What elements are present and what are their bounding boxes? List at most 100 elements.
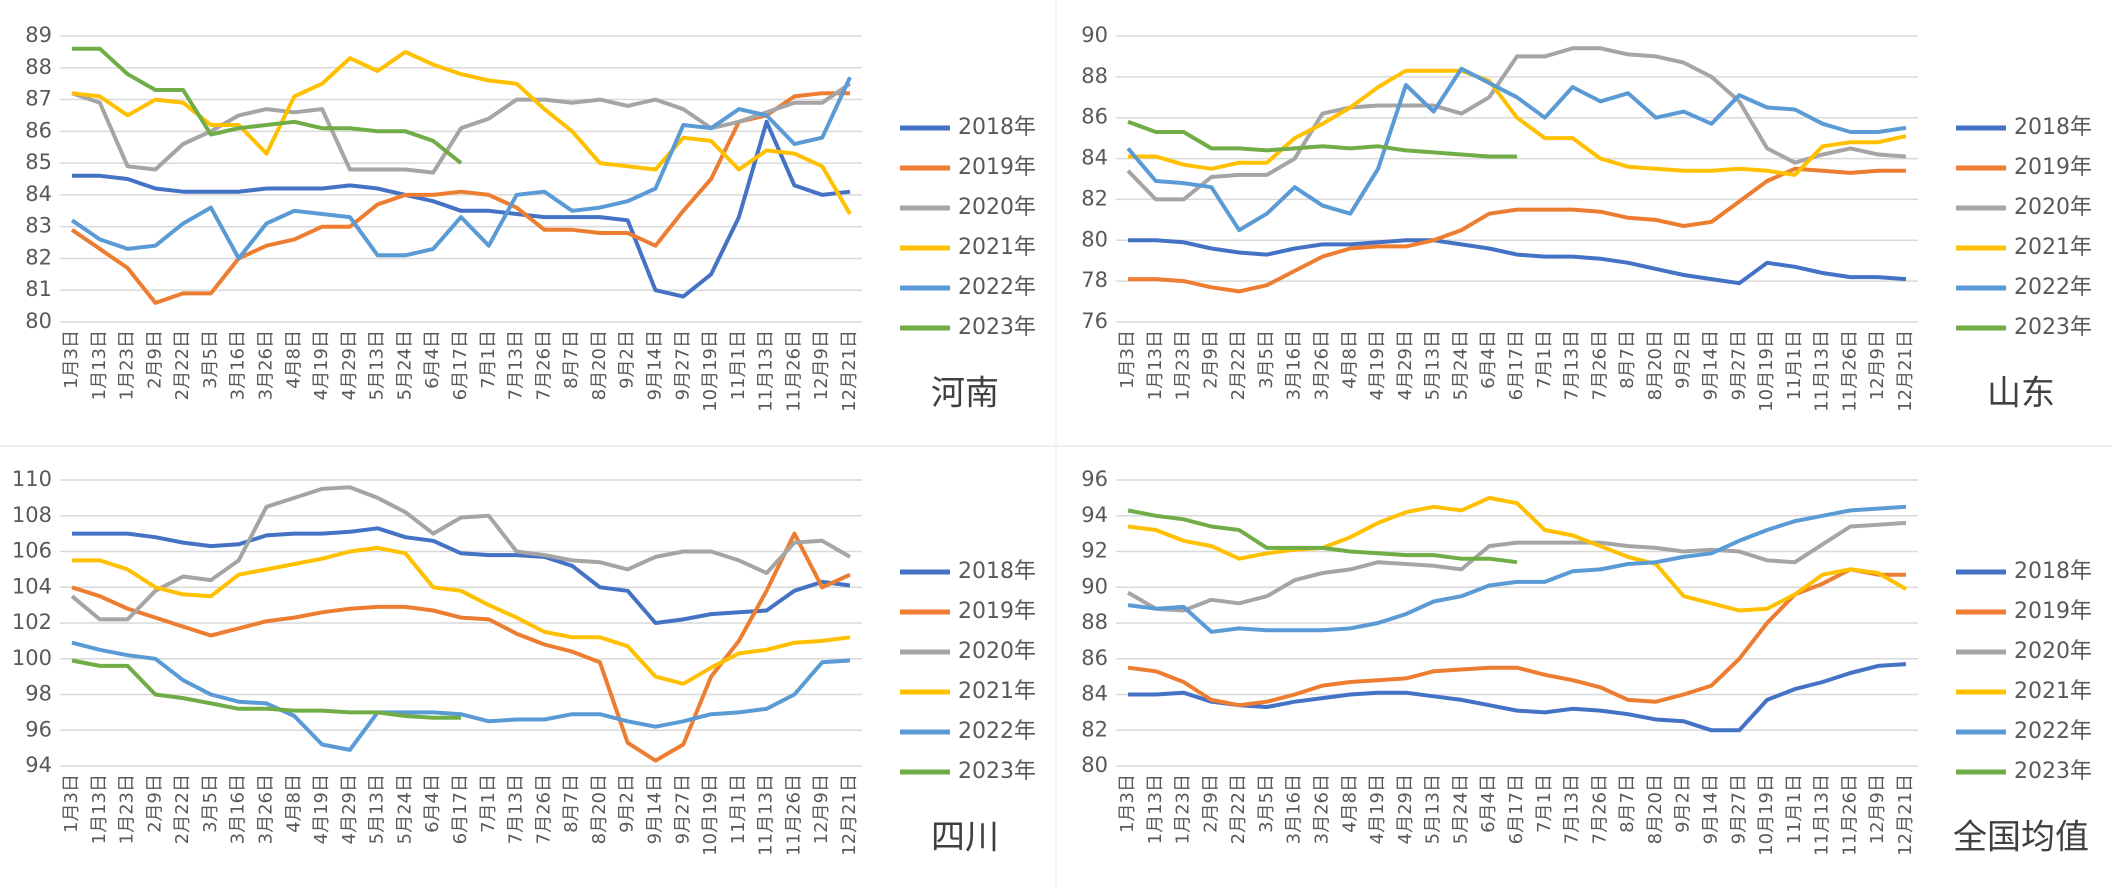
series-line — [72, 545, 851, 686]
chart-panel: 80 82 84 86 88 90 92 94 96 1月3日 1月13日 1月23日 2月9日 2月22… — [1081, 467, 2092, 858]
x-tick-label: 4月29日 — [1395, 330, 1416, 400]
series-line — [70, 485, 852, 622]
y-tick-label: 98 — [25, 682, 52, 706]
y-tick-label: 80 — [1081, 753, 1108, 777]
chart-panel: 80 81 82 83 84 85 86 87 88 89 1月3日 1月13日 1月23日 2月9日 2月… — [25, 23, 1036, 414]
y-tick-label: 78 — [1081, 268, 1108, 292]
legend-label: 2021年 — [958, 679, 1036, 704]
x-tick-label: 1月13日 — [89, 774, 110, 844]
x-tick-label: 1月13日 — [1145, 774, 1166, 844]
x-tick-label: 2月9日 — [1200, 774, 1221, 833]
x-tick-label: 6月17日 — [1506, 330, 1527, 400]
x-tick-label: 9月27日 — [672, 330, 693, 400]
x-tick-label: 4月19日 — [311, 774, 332, 844]
x-tick-label: 8月20日 — [589, 330, 610, 400]
y-tick-label: 84 — [25, 182, 52, 206]
y-tick-label: 82 — [25, 245, 52, 269]
x-tick-label: 5月24日 — [394, 330, 415, 400]
x-tick-label: 6月4日 — [1478, 774, 1499, 833]
x-tick-label: 2月9日 — [1200, 330, 1221, 389]
x-tick-label: 8月20日 — [589, 774, 610, 844]
series-line — [71, 640, 851, 752]
x-tick-label: 12月21日 — [839, 330, 860, 412]
x-tick-label: 4月8日 — [1339, 774, 1360, 833]
x-tick-label: 3月26日 — [1312, 774, 1333, 844]
legend-label: 2021年 — [2014, 679, 2092, 704]
x-tick-label: 7月26日 — [533, 774, 554, 844]
x-tick-label: 8月7日 — [561, 330, 582, 389]
x-tick-label: 4月8日 — [283, 330, 304, 389]
x-tick-label: 7月13日 — [506, 774, 527, 844]
x-tick-label: 6月17日 — [1506, 774, 1527, 844]
x-tick-label: 9月2日 — [1673, 330, 1694, 389]
x-tick-label: 1月23日 — [1173, 774, 1194, 844]
legend-label: 2022年 — [2014, 275, 2092, 300]
x-tick-label: 1月3日 — [1117, 774, 1138, 833]
x-tick-label: 2月22日 — [1228, 330, 1249, 400]
x-tick-label: 2月9日 — [144, 330, 165, 389]
legend-label: 2020年 — [2014, 195, 2092, 220]
x-tick-label: 6月17日 — [450, 774, 471, 844]
y-tick-label: 86 — [1081, 646, 1108, 670]
x-tick-label: 3月5日 — [1256, 774, 1277, 833]
x-tick-label: 3月26日 — [256, 330, 277, 400]
x-tick-label: 7月1日 — [478, 774, 499, 833]
x-tick-label: 10月19日 — [1756, 330, 1777, 412]
x-tick-label: 12月21日 — [839, 774, 860, 856]
y-tick-label: 94 — [1081, 503, 1108, 527]
x-tick-label: 4月29日 — [1395, 774, 1416, 844]
legend-label: 2018年 — [958, 115, 1036, 140]
y-tick-label: 84 — [1081, 146, 1108, 170]
x-tick-label: 10月19日 — [1756, 774, 1777, 856]
y-tick-label: 90 — [1081, 574, 1108, 598]
x-tick-label: 9月2日 — [617, 774, 638, 833]
y-tick-label: 102 — [12, 610, 52, 634]
y-tick-label: 89 — [25, 23, 52, 47]
x-tick-label: 3月26日 — [1312, 330, 1333, 400]
x-tick-label: 5月13日 — [1423, 330, 1444, 400]
x-tick-label: 4月19日 — [311, 330, 332, 400]
x-tick-label: 9月27日 — [1728, 774, 1749, 844]
legend-label: 2020年 — [958, 639, 1036, 664]
legend-label: 2018年 — [2014, 115, 2092, 140]
legend-label: 2019年 — [958, 599, 1036, 624]
y-tick-label: 88 — [1081, 610, 1108, 634]
x-tick-label: 5月13日 — [367, 330, 388, 400]
series-line — [1127, 508, 1518, 565]
legend-label: 2018年 — [2014, 559, 2092, 584]
legend-label: 2022年 — [958, 275, 1036, 300]
x-tick-label: 1月3日 — [1117, 330, 1138, 389]
legend-label: 2022年 — [958, 719, 1036, 744]
x-tick-label: 6月4日 — [422, 330, 443, 389]
y-tick-label: 88 — [25, 55, 52, 79]
legend-label: 2023年 — [958, 759, 1036, 784]
series-line — [1128, 238, 1907, 286]
x-tick-label: 3月5日 — [1256, 330, 1277, 389]
y-tick-label: 82 — [1081, 186, 1108, 210]
x-tick-label: 3月16日 — [1284, 330, 1305, 400]
y-tick-label: 94 — [25, 753, 52, 777]
legend-label: 2020年 — [2014, 639, 2092, 664]
y-tick-label: 80 — [25, 309, 52, 333]
x-tick-label: 4月29日 — [339, 330, 360, 400]
series-line — [70, 76, 852, 261]
x-tick-label: 9月14日 — [1701, 774, 1722, 844]
y-tick-label: 76 — [1081, 309, 1108, 333]
x-tick-label: 9月2日 — [1673, 774, 1694, 833]
legend-label: 2020年 — [958, 195, 1036, 220]
y-tick-label: 86 — [1081, 105, 1108, 129]
legend-label: 2022年 — [2014, 719, 2092, 744]
x-tick-label: 12月9日 — [1867, 330, 1888, 400]
x-tick-label: 12月9日 — [811, 774, 832, 844]
x-tick-label: 7月1日 — [1534, 774, 1555, 833]
x-tick-label: 11月26日 — [1839, 330, 1860, 412]
legend-label: 2018年 — [958, 559, 1036, 584]
chart-panel: 76 78 80 82 84 86 88 90 1月3日 1月13日 1月23日 2月9日 2月22日 3… — [1081, 23, 2092, 414]
y-tick-label: 87 — [25, 87, 52, 111]
x-tick-label: 2月22日 — [172, 330, 193, 400]
x-tick-label: 4月8日 — [1339, 330, 1360, 389]
series-line — [71, 82, 852, 175]
y-tick-label: 84 — [1081, 682, 1108, 706]
chart-title: 全国均值 — [1953, 818, 2089, 858]
